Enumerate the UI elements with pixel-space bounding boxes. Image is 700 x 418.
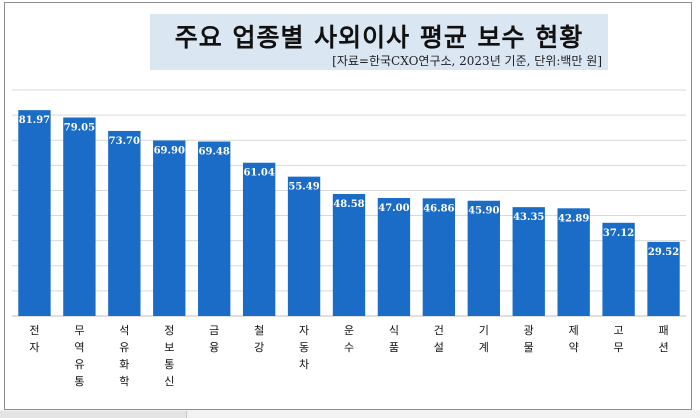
bar: [287, 176, 321, 316]
bar: [332, 194, 366, 316]
chart-title: 주요 업종별 사외이사 평균 보수 현황: [174, 23, 584, 52]
chart-subtitle: [자료=한국CXO연구소, 2023년 기준, 단위:백만 원]: [332, 54, 602, 68]
data-label: 37.12: [603, 228, 634, 239]
bar: [422, 198, 456, 316]
bar: [63, 117, 96, 316]
bar: [602, 222, 635, 316]
sheet-tab: [96, 411, 187, 418]
bar: [467, 200, 500, 316]
data-label: 73.70: [109, 136, 140, 147]
sheet-tab-strip: [0, 410, 700, 418]
bar: [377, 197, 411, 316]
data-label: 69.90: [154, 145, 185, 156]
data-label: 48.58: [333, 199, 364, 210]
sheet-tab: [70, 411, 97, 418]
bar: [512, 207, 545, 316]
sheet-tab: [0, 411, 71, 418]
bar: [18, 110, 51, 317]
bar: [242, 162, 276, 316]
data-label: 42.89: [558, 213, 589, 224]
data-label: 47.00: [378, 203, 409, 214]
data-label: 43.35: [513, 212, 544, 223]
bar: [108, 130, 141, 316]
data-label: 55.49: [288, 182, 319, 193]
data-label: 45.90: [468, 206, 499, 217]
data-label: 46.86: [423, 203, 454, 214]
data-label: 61.04: [243, 168, 274, 179]
data-label: 81.97: [19, 115, 50, 126]
bar: [557, 208, 590, 316]
title-banner: 주요 업종별 사외이사 평균 보수 현황 [자료=한국CXO연구소, 2023년…: [150, 14, 608, 70]
bar: [647, 241, 680, 316]
data-label: 79.05: [64, 122, 95, 133]
data-label: 29.52: [648, 247, 679, 258]
data-label: 69.48: [199, 147, 230, 158]
bar: [198, 141, 231, 316]
bar: [153, 140, 186, 316]
